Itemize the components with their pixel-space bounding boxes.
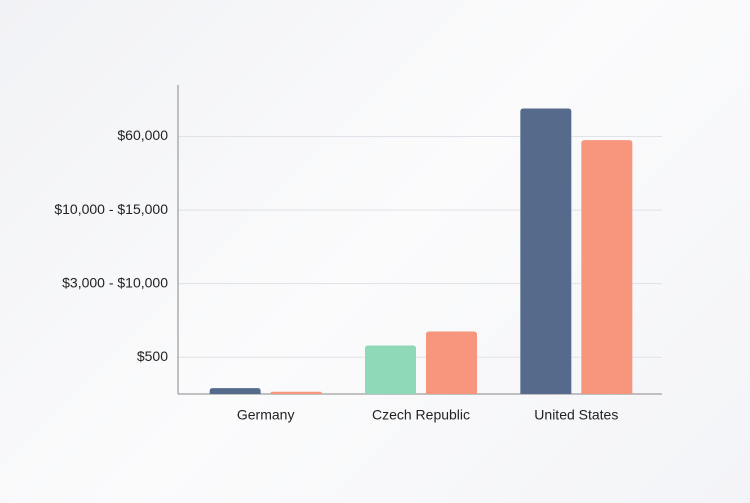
bar xyxy=(520,108,572,395)
bar xyxy=(365,345,416,394)
bar xyxy=(426,331,477,394)
y-tick-label: $10,000 - $15,000 xyxy=(54,201,168,217)
x-tick-label: Czech Republic xyxy=(372,407,470,423)
y-tick-label: $3,000 - $10,000 xyxy=(62,274,168,290)
x-tick-label: United States xyxy=(534,407,618,423)
x-tick-label: Germany xyxy=(237,407,295,423)
y-tick-label: $60,000 xyxy=(117,127,168,143)
bar xyxy=(581,140,633,394)
bar xyxy=(270,391,322,394)
bar xyxy=(209,388,261,394)
y-tick-label: $500 xyxy=(137,348,168,364)
